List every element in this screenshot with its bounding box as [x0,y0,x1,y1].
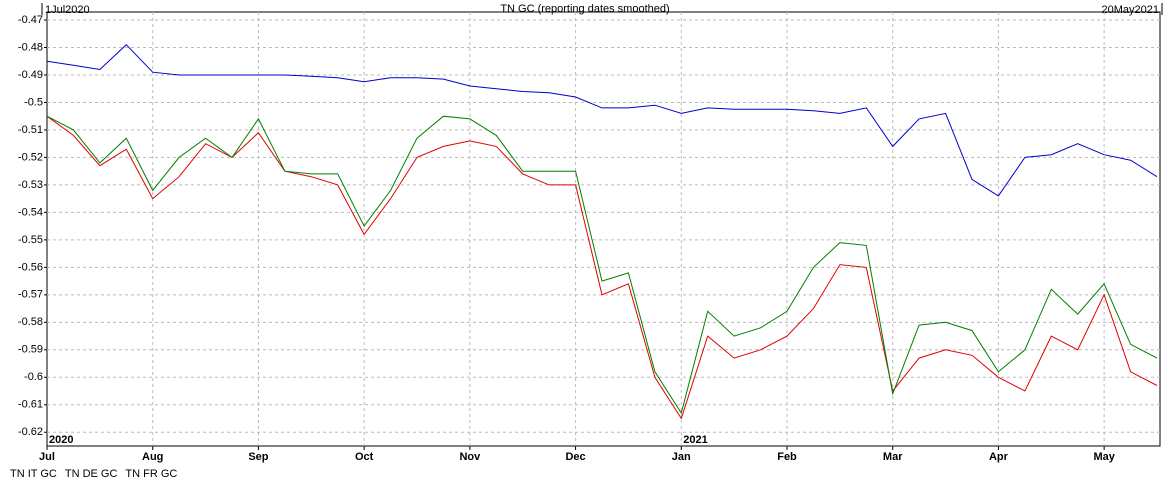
x-tick-label: Jan [672,451,691,463]
y-tick-label: -0.59 [18,344,43,356]
legend-entry: TN FR GC [125,468,177,480]
plot-frame [46,11,1161,447]
x-tick-label: May [1093,451,1115,463]
x-tick-label: Nov [459,451,481,463]
y-tick-label: -0.49 [18,69,43,81]
y-tick-label: -0.61 [18,399,43,411]
y-tick-label: -0.48 [18,41,43,53]
y-tick-label: -0.57 [18,289,43,301]
y-tick-label: -0.53 [18,179,43,191]
legend-entry: TN DE GC [65,468,118,480]
y-tick-label: -0.51 [18,124,43,136]
y-tick-label: -0.47 [18,14,43,26]
year-label: 2021 [683,434,707,446]
y-tick-label: -0.56 [18,261,43,273]
y-tick-label: -0.52 [18,151,43,163]
year-label: 2020 [49,434,73,446]
end-label: 20May2021 [1102,4,1160,16]
chart-title: TN GC (reporting dates smoothed) [500,3,669,15]
series-line [46,43,1158,197]
y-tick-label: -0.5 [24,96,43,108]
y-tick-label: -0.62 [18,426,43,438]
y-tick-label: -0.6 [24,371,43,383]
y-tick-label: -0.54 [18,206,43,218]
x-tick-label: Mar [883,451,903,463]
x-tick-label: Sep [248,451,268,463]
x-tick-label: Dec [565,451,585,463]
x-tick-label: Feb [777,451,797,463]
x-tick-label: Jul [39,451,55,463]
series-line [46,115,1158,415]
legend-entry: TN IT GC [10,468,57,480]
y-tick-label: -0.55 [18,234,43,246]
x-tick-label: Apr [989,451,1009,463]
x-tick-label: Aug [142,451,163,463]
x-tick-label: Oct [355,451,374,463]
start-label: 1Jul2020 [45,4,90,16]
y-tick-label: -0.58 [18,316,43,328]
